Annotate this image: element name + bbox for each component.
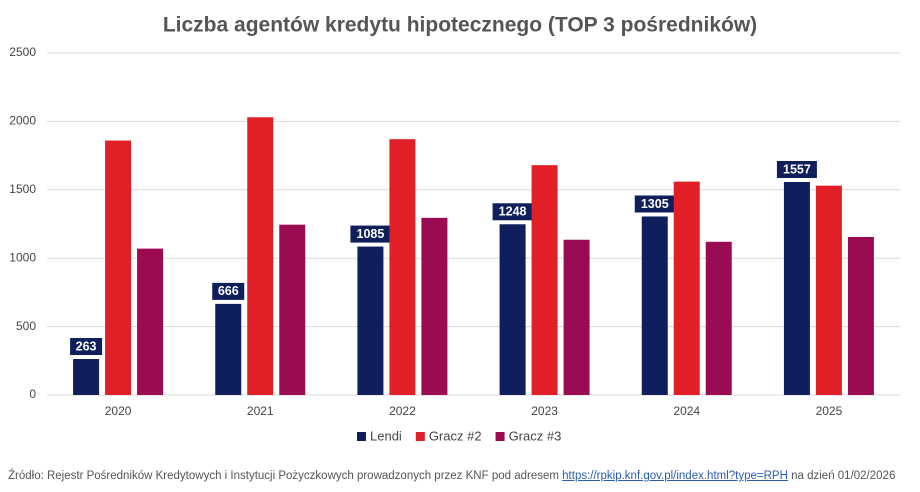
data-label-box [492, 203, 533, 221]
data-label: 1557 [783, 162, 811, 176]
bar [421, 217, 448, 395]
footer-suffix: na dzień 01/02/2026 [791, 470, 896, 482]
bar [215, 303, 242, 395]
x-tick-label: 2021 [247, 404, 274, 418]
data-label: 1248 [499, 205, 527, 219]
y-tick-label: 2500 [9, 45, 36, 59]
legend-label: Gracz #2 [429, 428, 482, 443]
bar [705, 241, 732, 395]
x-tick-label: 2023 [531, 404, 558, 418]
data-label-box [70, 338, 103, 356]
bar [815, 185, 842, 395]
bar [389, 139, 416, 395]
bar [499, 224, 526, 395]
x-tick-label: 2020 [105, 404, 132, 418]
chart-title: Liczba agentów kredytu hipotecznego (TOP… [163, 14, 757, 37]
data-label: 263 [76, 339, 97, 353]
bar [847, 236, 874, 395]
data-label-box [212, 282, 245, 300]
legend-swatch [415, 432, 425, 441]
footer: Źródło: Rejestr Pośredników Kredytowych … [8, 470, 895, 482]
bar [137, 248, 164, 395]
data-label-box [776, 161, 817, 179]
bar [357, 246, 384, 395]
legend-swatch [495, 432, 505, 441]
bar [673, 181, 700, 395]
data-label: 1305 [641, 197, 669, 211]
footer-text: Źródło: Rejestr Pośredników Kredytowych … [8, 470, 559, 482]
data-label-box [350, 225, 391, 243]
y-tick-label: 0 [29, 387, 36, 401]
legend-swatch [357, 432, 366, 441]
legend-label: Gracz #3 [509, 428, 562, 443]
legend-label: Lendi [370, 428, 402, 443]
bar [641, 216, 668, 395]
x-tick-label: 2025 [816, 404, 843, 418]
footer-link[interactable]: https://rpkip.knf.gov.pl/index.html?type… [562, 470, 788, 482]
bar [73, 359, 100, 395]
bar [531, 165, 558, 395]
y-tick-label: 1500 [9, 182, 36, 196]
x-tick-label: 2024 [673, 404, 700, 418]
bar [783, 182, 810, 395]
chart: Liczba agentów kredytu hipotecznego (TOP… [9, 14, 900, 443]
data-label: 666 [218, 284, 239, 298]
bar [279, 224, 306, 395]
data-label-box [634, 195, 675, 213]
y-tick-label: 1000 [9, 250, 36, 264]
x-tick-label: 2022 [389, 404, 416, 418]
data-label: 1085 [357, 227, 385, 241]
bar [247, 117, 274, 396]
bar [563, 239, 590, 395]
y-tick-label: 500 [16, 319, 36, 333]
y-tick-label: 2000 [9, 114, 36, 128]
bar [105, 140, 132, 395]
